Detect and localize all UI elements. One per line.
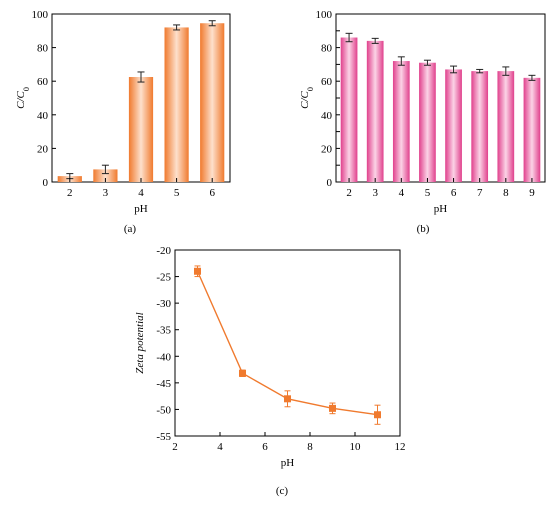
panel-a-x-tick-label: 4	[138, 187, 144, 199]
panel-b-x-tick-label: 5	[425, 187, 431, 199]
panel-b-y-tick-label: 100	[316, 9, 333, 21]
panel-c-x-tick-label: 2	[172, 441, 178, 453]
panel-a-x-tick-label: 5	[174, 187, 180, 199]
panel-b-chart: 0 20 40 60 80 100 2 3 4 5 6 7 8 9 pH C/C0	[299, 9, 546, 215]
panel-c-x-tick-label: 8	[307, 441, 313, 453]
panel-a-x-tick-label: 6	[209, 187, 215, 199]
panel-c-y-tick-label: -25	[156, 272, 171, 284]
panel-b-bar-2	[340, 37, 358, 182]
panel-b-bar-3	[366, 40, 384, 182]
panel-a-label: (a)	[124, 223, 137, 235]
panel-b-bar-9	[523, 77, 541, 182]
panel-b-y-tick-label: 60	[321, 76, 333, 88]
panel-c-x-tick-label: 12	[395, 441, 406, 453]
panel-b-x-tick-label: 9	[529, 187, 535, 199]
panel-b-x-tick-label: 8	[503, 187, 509, 199]
panel-c-x-tick-label: 4	[217, 441, 223, 453]
panel-c-y-tick-label: -45	[156, 378, 171, 390]
panel-c-data-point	[374, 411, 381, 419]
panel-b-y-tick-label: 0	[327, 177, 333, 189]
panel-c-y-tick-label: -20	[156, 245, 171, 257]
panel-b-x-tick-label: 4	[399, 187, 405, 199]
panel-b-x-tick-label: 7	[477, 187, 483, 199]
panel-a-y-tick-label: 40	[37, 110, 49, 122]
panel-b-bar-6	[445, 69, 462, 182]
panel-b-x-tick-label: 3	[372, 187, 378, 199]
panel-c-data-point	[329, 404, 336, 412]
panel-b-y-tick-label: 40	[321, 110, 333, 122]
panel-c-chart: -20 -25 -30 -35 -40 -45 -50 -552 4 6 8 10 12 pH Zeta p…	[134, 245, 406, 469]
panel-a-x-tick-label: 2	[67, 187, 73, 199]
panel-b-bar-7	[471, 71, 489, 182]
panel-b-x-tick-label: 6	[451, 187, 457, 199]
panel-c-data-point	[284, 395, 291, 403]
panel-a-bar-6	[200, 23, 225, 182]
panel-c-data-point	[194, 267, 201, 275]
panel-a-x-tick-label: 3	[103, 187, 109, 199]
panel-c-y-tick-label: -35	[156, 325, 171, 337]
panel-b-x-tick-label: 2	[346, 187, 352, 199]
panel-b-y-axis-title: C/C0	[299, 87, 315, 109]
panel-b-y-tick-label: 20	[321, 143, 333, 155]
panel-a-y-tick-label: 100	[32, 9, 49, 21]
panel-c-data-point	[239, 369, 246, 377]
panel-a-y-tick-label: 80	[37, 43, 49, 55]
panel-a-y-tick-label: 0	[43, 177, 49, 189]
panel-c-y-tick-label: -55	[156, 431, 171, 443]
panel-c-x-tick-label: 6	[262, 441, 268, 453]
panel-c-x-axis-title: pH	[281, 457, 295, 469]
panel-c-plot-frame	[174, 249, 401, 437]
panel-b-label: (b)	[417, 223, 430, 235]
panel-b-y-tick-label: 80	[321, 43, 333, 55]
panel-b-x-axis-title: pH	[434, 203, 448, 215]
panel-a-bar-4	[128, 77, 154, 182]
panel-a-x-axis-title: pH	[134, 203, 148, 215]
panel-c-x-tick-label: 10	[350, 441, 362, 453]
panel-a-y-tick-label: 60	[37, 76, 49, 88]
panel-c-y-axis-title: Zeta potential	[134, 312, 146, 373]
panel-c-y-tick-label: -40	[156, 351, 171, 363]
panel-a-chart: 0 20 40 60 80 100 2 3 4 5 6 pH C/C0	[15, 9, 231, 215]
panel-a-y-tick-label: 20	[37, 143, 49, 155]
panel-a-y-axis-title: C/C0	[15, 87, 31, 109]
panel-b-bar-4	[392, 61, 410, 182]
panel-c-y-tick-label: -50	[156, 404, 171, 416]
panel-a-bar-5	[164, 27, 189, 182]
panel-c-y-tick-label: -30	[156, 298, 171, 310]
panel-a-bar-3	[93, 169, 118, 182]
panel-c-label: (c)	[276, 485, 289, 497]
panel-b-bar-5	[419, 62, 436, 182]
panel-b-bar-8	[497, 71, 515, 182]
